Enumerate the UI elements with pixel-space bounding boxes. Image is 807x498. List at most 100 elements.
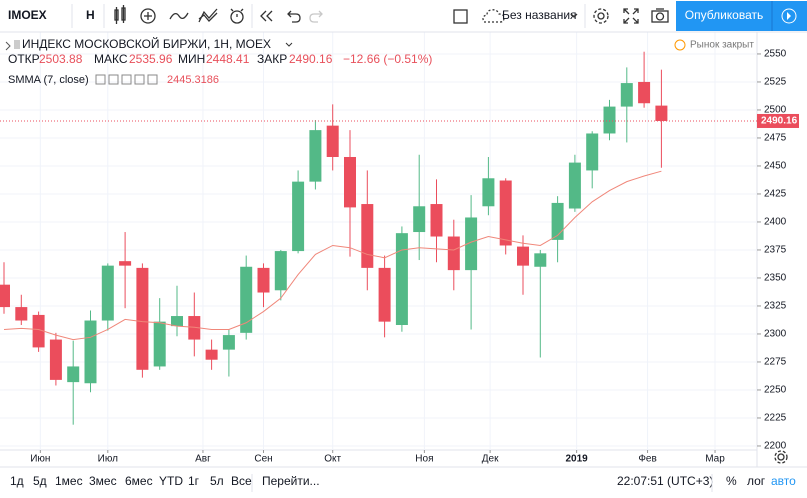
- candle-body: [326, 125, 339, 157]
- checkbox[interactable]: [453, 9, 468, 24]
- candle-body: [205, 349, 218, 360]
- percent-toggle[interactable]: %: [726, 474, 737, 488]
- candle-body: [15, 307, 28, 321]
- x-tick-label: Июл: [98, 454, 118, 465]
- range-button[interactable]: 1д: [10, 474, 24, 488]
- close-label: ЗАКР: [257, 52, 287, 66]
- range-button[interactable]: 5д: [33, 474, 47, 488]
- x-tick-label: Дек: [482, 454, 499, 465]
- cloud-icon[interactable]: [482, 9, 505, 23]
- candle-body: [517, 246, 529, 266]
- series-title: ИНДЕКС МОСКОВСКОЙ БИРЖИ, 1Н, MOEX: [22, 36, 271, 51]
- compare-icon[interactable]: [169, 12, 189, 20]
- plot: 2200 2225 2250 2275 2300 2325 2350 2375 2400 2425…: [0, 32, 799, 467]
- dropdown-arrow[interactable]: [285, 42, 293, 47]
- redo-icon[interactable]: [309, 10, 323, 23]
- candle-body: [257, 267, 270, 293]
- range-button[interactable]: YTD: [159, 474, 183, 488]
- x-tick-label: Сен: [254, 454, 272, 465]
- y-tick-label: 2400: [764, 217, 787, 228]
- candle-body: [447, 236, 460, 271]
- candle-body: [222, 335, 235, 350]
- candle-body: [240, 266, 253, 333]
- symbol[interactable]: IMOEX: [8, 8, 47, 22]
- candle-body: [344, 156, 356, 208]
- y-tick-label: 2350: [764, 273, 787, 284]
- high-label: МАКС: [94, 52, 128, 66]
- handle: [14, 40, 20, 49]
- y-tick-label: 2525: [764, 77, 787, 88]
- axis-settings-icon[interactable]: [774, 450, 788, 464]
- camera-icon[interactable]: [651, 8, 669, 23]
- fullscreen-icon[interactable]: [623, 8, 639, 24]
- open-label: ОТКР: [8, 52, 40, 66]
- low-value: 2448.41: [206, 52, 250, 66]
- indicator-buttons[interactable]: [95, 74, 158, 85]
- range-button[interactable]: 5л: [210, 474, 224, 488]
- candle-body: [620, 83, 633, 107]
- candle-body: [499, 180, 512, 246]
- y-tick-label: 2300: [764, 329, 787, 340]
- log-toggle[interactable]: лог: [747, 474, 766, 488]
- range-button[interactable]: Все: [231, 474, 252, 488]
- candle-body: [32, 314, 45, 348]
- candle-body: [292, 181, 305, 252]
- candle-body: [603, 106, 616, 134]
- candle-body: [655, 105, 668, 121]
- arrow: [787, 12, 791, 20]
- range-button[interactable]: 6мес: [125, 474, 153, 488]
- bottom-toolbar: 1д 5д 1мес 3мес 6мес YTD 1г 5л Все Перейти... 22…: [0, 450, 807, 492]
- interval[interactable]: H: [86, 8, 95, 22]
- layout-name[interactable]: Без названия: [502, 8, 577, 22]
- x-tick-label: Ноя: [415, 454, 433, 465]
- indicator-name: SMMA (7, close): [8, 74, 89, 86]
- arrow-circle[interactable]: [781, 8, 797, 24]
- toolbar-bg: [0, 0, 807, 32]
- y-tick-label: 2550: [764, 49, 787, 60]
- collapse-icon[interactable]: [5, 41, 11, 51]
- auto-toggle[interactable]: авто: [771, 474, 796, 488]
- legend: ИНДЕКС МОСКОВСКОЙ БИРЖИ, 1Н, MOEX ОТКР 2…: [5, 36, 754, 86]
- candle-body: [395, 233, 408, 326]
- clock: 22:07:51 (UTC+3): [617, 474, 713, 488]
- candle-body: [568, 162, 581, 209]
- candle-body: [413, 206, 426, 233]
- candle-body: [188, 316, 201, 340]
- range-button[interactable]: 1г: [188, 474, 200, 488]
- goto[interactable]: Перейти...: [262, 474, 320, 488]
- range-button[interactable]: 3мес: [89, 474, 117, 488]
- candle-body: [153, 321, 166, 367]
- publish-button[interactable]: [676, 1, 772, 31]
- templates-icon[interactable]: [198, 8, 218, 23]
- undo-icon[interactable]: [287, 10, 301, 23]
- candle-body: [274, 251, 287, 291]
- candle-body: [67, 366, 80, 383]
- smma-line: [3, 170, 662, 341]
- y-tick-label: 2375: [764, 245, 787, 256]
- candle-body: [309, 130, 322, 182]
- settings-icon[interactable]: [593, 8, 609, 24]
- market-status: Рынок закрыт: [690, 40, 754, 51]
- x-tick-label: Окт: [324, 454, 341, 465]
- indicators-icon[interactable]: [140, 8, 156, 24]
- ranges: 1д 5д 1мес 3мес 6мес YTD 1г 5л Все: [10, 474, 252, 488]
- open-value: 2503.88: [39, 52, 83, 66]
- candle-body: [586, 133, 599, 171]
- candle-body: [84, 320, 97, 384]
- candle-body: [0, 284, 10, 308]
- range-button[interactable]: 1мес: [55, 474, 83, 488]
- x-tick-label: 2019: [566, 454, 589, 465]
- dropdown-arrow[interactable]: [570, 13, 578, 18]
- replay-icon[interactable]: [260, 10, 273, 22]
- candle-body: [49, 339, 62, 380]
- publish-label[interactable]: Опубликовать: [685, 8, 763, 22]
- y-tick-label: 2425: [764, 189, 787, 200]
- candle-icon[interactable]: [114, 5, 126, 24]
- y-tick-label: 2450: [764, 161, 787, 172]
- low-label: МИН: [178, 52, 205, 66]
- alert-icon[interactable]: [230, 8, 244, 24]
- x-tick-label: Июн: [30, 454, 50, 465]
- y-tick-label: 2275: [764, 357, 787, 368]
- x-tick-label: Фев: [638, 454, 656, 465]
